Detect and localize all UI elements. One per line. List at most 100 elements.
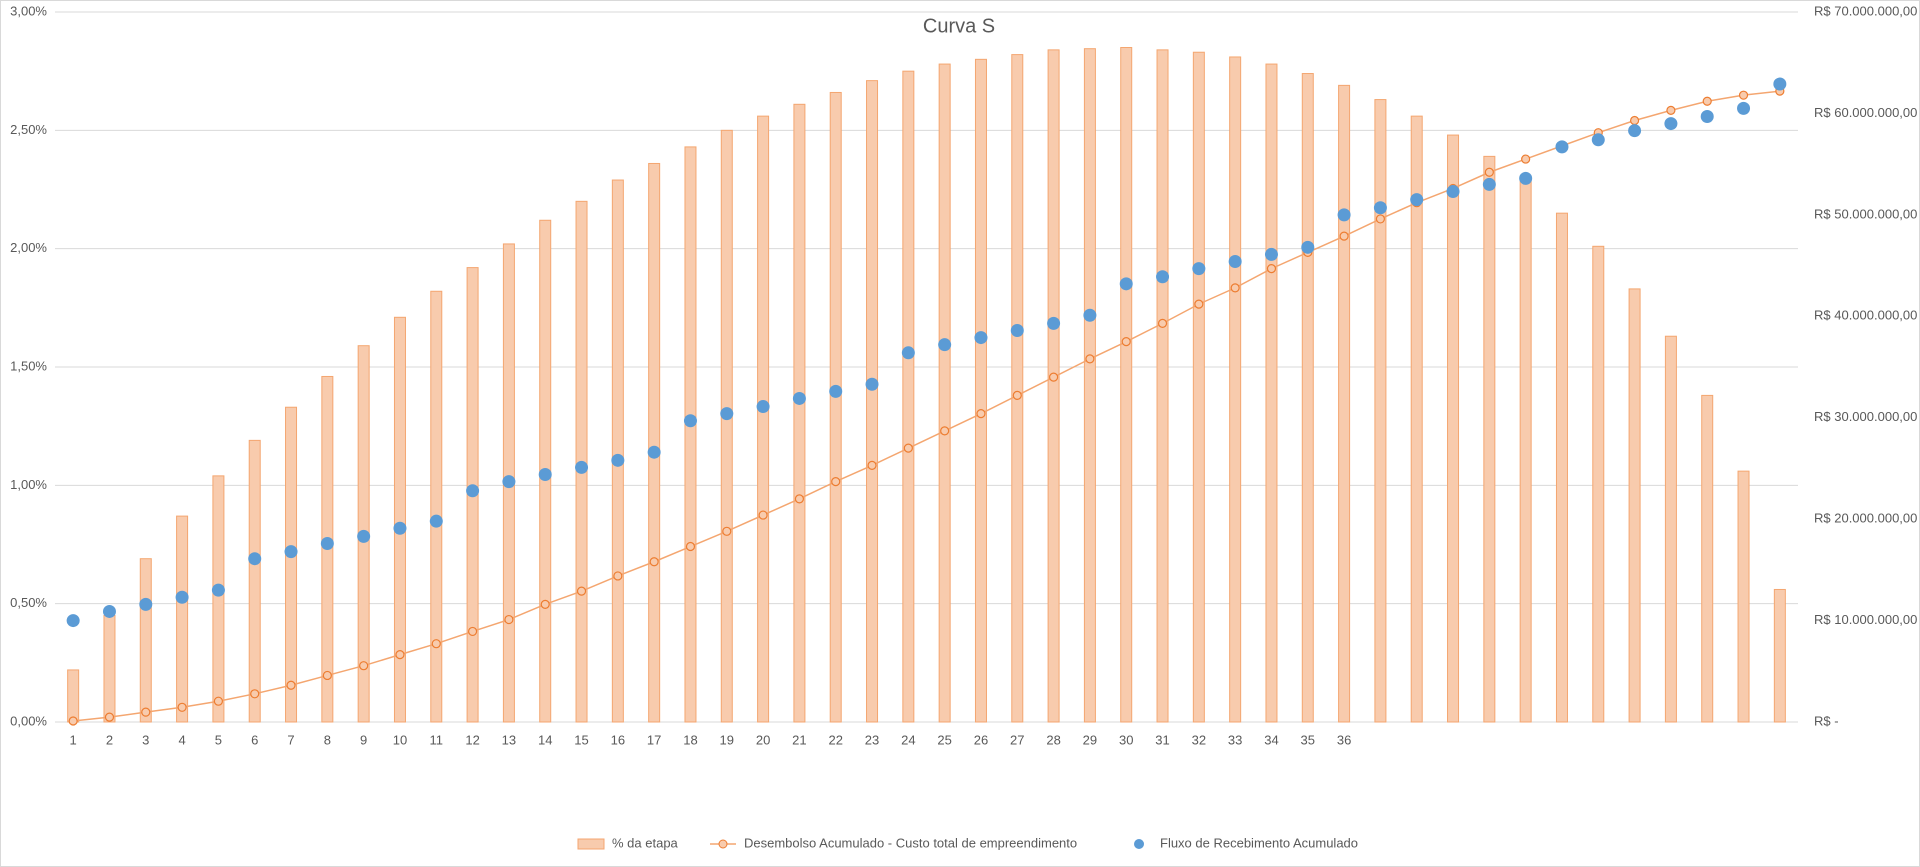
line-marker — [976, 409, 986, 419]
bar — [1519, 179, 1532, 723]
point — [1482, 177, 1496, 191]
line-marker — [504, 614, 514, 625]
x-tick-label: 34 — [1264, 732, 1278, 747]
line-marker — [540, 599, 550, 609]
line-marker — [613, 571, 623, 581]
x-tick-label: 27 — [1010, 732, 1024, 747]
point — [1010, 323, 1024, 337]
x-tick-label: 17 — [647, 732, 661, 747]
bar — [1737, 470, 1750, 723]
bar — [248, 439, 261, 723]
point — [1555, 140, 1569, 154]
line-marker — [794, 494, 805, 504]
chart-title: Curva S — [923, 15, 995, 37]
line-marker — [213, 696, 224, 706]
x-tick-label: 5 — [215, 732, 222, 747]
point — [66, 614, 80, 628]
point — [320, 536, 334, 550]
point — [1700, 109, 1714, 123]
bar — [1410, 115, 1423, 723]
y-tick-label: 0,00% — [10, 713, 47, 728]
x-tick-label: 23 — [865, 732, 879, 747]
point — [1664, 117, 1678, 131]
line-marker — [1629, 115, 1640, 126]
line-marker — [1339, 231, 1349, 241]
x-tick-label: 16 — [611, 732, 625, 747]
bar — [1120, 47, 1133, 723]
point — [1228, 255, 1242, 269]
point — [1083, 308, 1097, 322]
x-tick-label: 13 — [502, 732, 516, 747]
bar — [1047, 49, 1060, 723]
y-tick-label: 2,50% — [10, 122, 47, 137]
point — [1264, 247, 1278, 261]
bar — [103, 615, 116, 723]
point — [683, 414, 697, 428]
bar — [866, 80, 879, 723]
line-marker — [1521, 154, 1531, 164]
bar — [1156, 49, 1169, 723]
line-marker — [1666, 105, 1676, 115]
y2-tick-label: R$ 50.000.000,00 — [1814, 206, 1917, 221]
point — [1192, 262, 1206, 276]
line-marker — [831, 477, 841, 487]
x-tick-label: 22 — [828, 732, 842, 747]
line-marker — [1702, 96, 1712, 106]
line-marker — [395, 650, 405, 660]
x-tick-label: 18 — [683, 732, 697, 747]
bar — [1374, 99, 1387, 723]
bar — [430, 290, 443, 723]
bar — [1011, 54, 1024, 723]
x-tick-label: 29 — [1083, 732, 1097, 747]
x-tick-label: 31 — [1155, 732, 1169, 747]
point — [1591, 133, 1605, 147]
y-tick-label: 2,00% — [10, 240, 47, 255]
x-tick-label: 21 — [792, 732, 806, 747]
x-tick-label: 8 — [324, 732, 331, 747]
line-marker — [1738, 90, 1749, 100]
point — [756, 400, 770, 414]
point — [1628, 124, 1642, 138]
x-tick-label: 35 — [1301, 732, 1315, 747]
point — [211, 583, 225, 597]
line-marker — [1230, 283, 1240, 293]
y2-tick-label: R$ 60.000.000,00 — [1814, 105, 1917, 120]
point — [1519, 171, 1533, 185]
point — [575, 460, 589, 474]
bar — [1701, 394, 1714, 723]
bar — [1083, 48, 1096, 723]
line-marker — [104, 712, 115, 722]
line-marker — [1085, 354, 1095, 364]
bar — [1301, 73, 1314, 723]
line-marker — [649, 557, 659, 567]
bar — [1773, 588, 1786, 723]
bar — [1483, 155, 1496, 723]
y2-tick-label: R$ 20.000.000,00 — [1814, 511, 1917, 526]
line-marker — [1121, 337, 1131, 347]
point — [248, 552, 262, 566]
bar — [1229, 56, 1242, 723]
point — [901, 346, 915, 360]
line-marker — [685, 541, 696, 552]
x-tick-label: 19 — [720, 732, 734, 747]
x-tick-label: 11 — [430, 732, 444, 747]
legend-swatch — [1134, 839, 1144, 849]
x-tick-label: 9 — [360, 732, 367, 747]
y2-tick-label: R$ 40.000.000,00 — [1814, 308, 1917, 323]
x-tick-label: 33 — [1228, 732, 1242, 747]
point — [720, 407, 734, 421]
bar — [212, 475, 225, 723]
bar — [974, 58, 987, 723]
line-marker — [758, 510, 768, 520]
bar — [285, 406, 298, 723]
x-tick-label: 10 — [393, 732, 407, 747]
point — [1301, 240, 1315, 254]
x-tick-label: 25 — [937, 732, 951, 747]
x-tick-label: 26 — [974, 732, 988, 747]
point — [357, 529, 371, 543]
line-marker — [68, 716, 78, 726]
line-marker — [1194, 299, 1204, 309]
x-tick-label: 20 — [756, 732, 770, 747]
point — [1337, 208, 1351, 222]
